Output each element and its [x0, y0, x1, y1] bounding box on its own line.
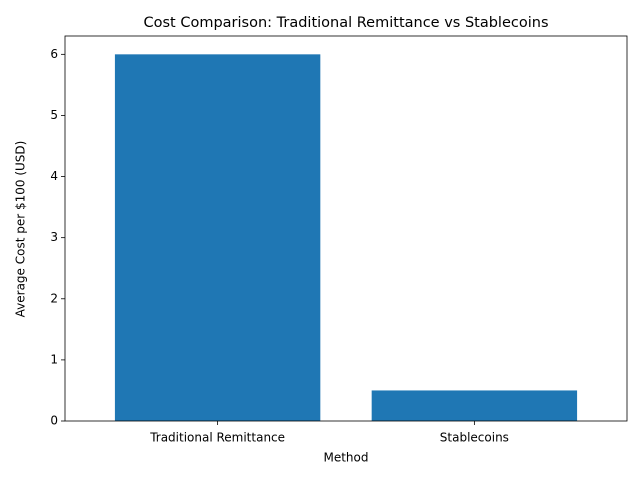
x-tick-label: Traditional Remittance [149, 431, 285, 445]
y-tick-label: 5 [50, 108, 58, 122]
y-tick-label: 3 [50, 230, 58, 244]
y-axis-label: Average Cost per $100 (USD) [14, 141, 28, 318]
plot-frame [64, 35, 628, 422]
chart-title: Cost Comparison: Traditional Remittance … [144, 15, 549, 31]
y-tick-label: 6 [50, 47, 58, 61]
y-tick-label: 1 [50, 352, 58, 366]
bar [371, 390, 578, 421]
x-tick-label: Stablecoins [440, 431, 509, 445]
y-tick-label: 2 [50, 291, 58, 305]
bar [114, 54, 321, 421]
y-tick-label: 4 [50, 169, 58, 183]
y-tick-label: 0 [50, 414, 58, 428]
x-axis-label: Method [323, 451, 368, 465]
